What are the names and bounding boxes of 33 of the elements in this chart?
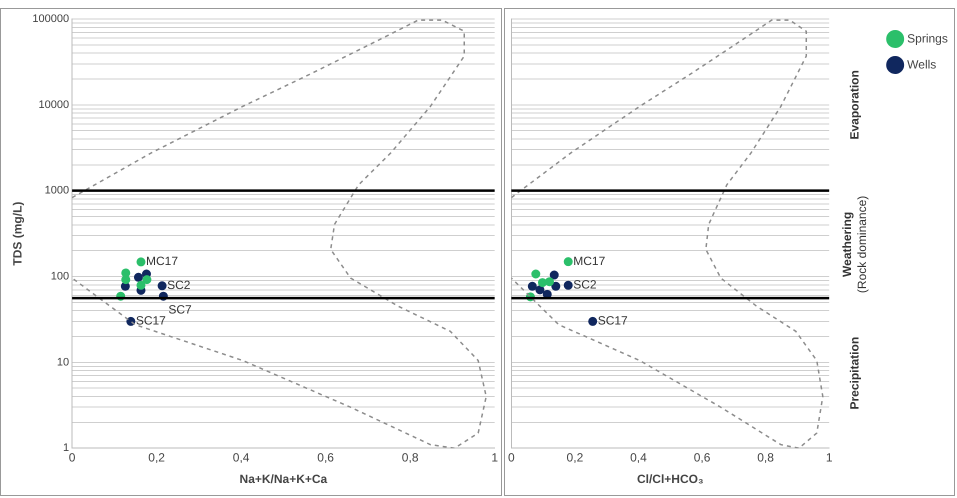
x-tick-label: 0,4 [630, 450, 648, 465]
y-tick-label: 1 [62, 442, 70, 454]
y-tick-label: 10000 [38, 98, 70, 111]
x-tick-label: 0,8 [402, 450, 419, 465]
y-tick-label: 100 [50, 270, 70, 283]
y-tick-label: 1000 [44, 184, 70, 197]
annotation: SC7 [168, 302, 192, 316]
x-tick-label: 0,2 [566, 450, 584, 465]
text: Precipitation [847, 336, 862, 410]
x-tick-label: 0,6 [317, 450, 334, 465]
x-tick-label: 1 [826, 450, 833, 465]
y-axis-title: TDS (mg/L) [10, 202, 25, 266]
annotation: SC2 [573, 278, 597, 292]
x-axis-title: Cl/Cl+HCO₃ [636, 472, 704, 486]
y-tick-label: 100000 [32, 13, 70, 26]
x-tick-label: 0,6 [694, 450, 711, 465]
annotation: MC17 [573, 254, 606, 268]
x-axis-title: Na+K/Na+K+Ca [240, 472, 328, 486]
x-tick-label: 0 [68, 450, 76, 465]
x-tick-label: 0,4 [232, 450, 250, 465]
legend-label: Wells [907, 57, 936, 72]
text: Evaporation [847, 70, 862, 140]
y-tick-label: 10 [56, 356, 70, 368]
x-tick-label: 0,8 [757, 450, 774, 465]
x-tick-label: 1 [491, 450, 498, 465]
annotation: MC17 [146, 254, 178, 268]
annotation: SC2 [167, 278, 191, 292]
annotation: SC17 [136, 314, 166, 328]
x-tick-label: 0,2 [148, 450, 166, 465]
x-tick-label: 0 [508, 450, 515, 465]
legend-label: Springs [907, 31, 948, 46]
text: Weathering (Rock dominance) [840, 196, 869, 294]
annotation: SC17 [598, 314, 628, 328]
